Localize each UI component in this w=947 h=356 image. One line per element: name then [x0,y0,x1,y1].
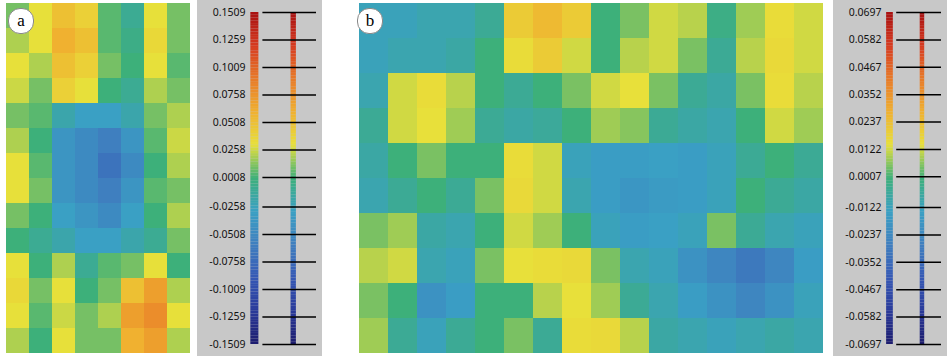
html-text:b: b [365,11,375,30]
svg-text:-0.0352: -0.0352 [845,255,881,269]
svg-text:-0.1009: -0.1009 [209,282,245,296]
svg-text:-0.0237: -0.0237 [845,227,881,241]
svg-text:0.1509: 0.1509 [213,5,246,19]
svg-text:0.0008: 0.0008 [213,170,246,184]
svg-text:0.0697: 0.0697 [849,5,882,19]
svg-text:0.0122: 0.0122 [849,142,882,156]
svg-text:-0.0508: -0.0508 [209,227,245,241]
svg-text:0.0352: 0.0352 [849,87,882,101]
svg-text:0.0582: 0.0582 [849,32,882,46]
svg-text:0.1259: 0.1259 [213,32,246,46]
svg-text:-0.0582: -0.0582 [845,309,881,323]
svg-text:-0.0258: -0.0258 [209,199,245,213]
svg-text:-0.1259: -0.1259 [209,309,245,323]
svg-text:-0.0758: -0.0758 [209,254,245,268]
svg-text:0.0508: 0.0508 [213,115,246,129]
html-text:a: a [17,11,25,30]
svg-text:0.0007: 0.0007 [849,169,882,183]
svg-text:0.0237: 0.0237 [849,114,882,128]
svg-text:0.1009: 0.1009 [213,60,246,74]
svg-text:0.0467: 0.0467 [849,60,882,74]
svg-text:-0.0122: -0.0122 [845,200,881,214]
svg-text:-0.0467: -0.0467 [845,282,881,296]
svg-text:0.0258: 0.0258 [213,142,246,156]
svg-text:0.0758: 0.0758 [213,87,246,101]
svg-text:-0.1509: -0.1509 [209,337,245,351]
svg-text:-0.0697: -0.0697 [845,337,881,351]
